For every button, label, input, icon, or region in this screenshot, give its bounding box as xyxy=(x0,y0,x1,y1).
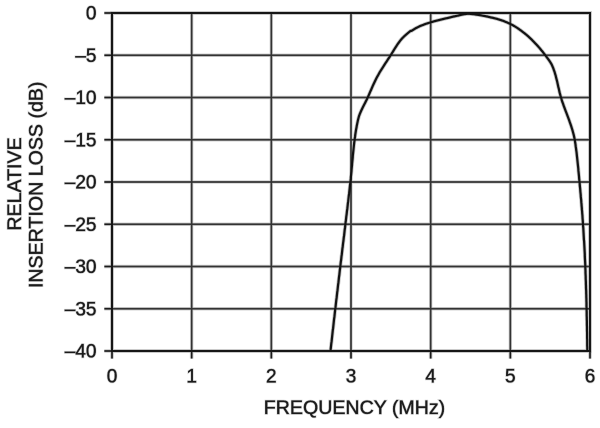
svg-text:INSERTION LOSS (dB): INSERTION LOSS (dB) xyxy=(25,82,47,289)
svg-text:FREQUENCY (MHz): FREQUENCY (MHz) xyxy=(264,397,445,419)
svg-text:–40: –40 xyxy=(65,342,97,363)
svg-text:–35: –35 xyxy=(65,299,97,320)
svg-text:5: 5 xyxy=(505,366,516,387)
svg-text:–5: –5 xyxy=(75,46,96,67)
svg-text:RELATIVE: RELATIVE xyxy=(4,137,26,230)
svg-text:0: 0 xyxy=(107,366,118,387)
svg-text:4: 4 xyxy=(425,366,436,387)
svg-text:6: 6 xyxy=(585,366,596,387)
svg-text:–10: –10 xyxy=(65,88,97,109)
svg-text:–20: –20 xyxy=(65,173,97,194)
svg-text:0: 0 xyxy=(86,4,97,25)
svg-text:–30: –30 xyxy=(65,257,97,278)
svg-text:–25: –25 xyxy=(65,215,97,236)
svg-text:–25: –25 xyxy=(65,215,97,236)
svg-text:–10: –10 xyxy=(65,88,97,109)
svg-text:–40: –40 xyxy=(65,342,97,363)
svg-text:1: 1 xyxy=(186,366,197,387)
svg-text:3: 3 xyxy=(346,366,357,387)
svg-text:6: 6 xyxy=(585,366,596,387)
svg-text:5: 5 xyxy=(505,366,516,387)
svg-text:0: 0 xyxy=(86,4,97,25)
svg-text:–15: –15 xyxy=(65,130,97,151)
svg-text:INSERTION LOSS (dB): INSERTION LOSS (dB) xyxy=(25,82,47,289)
svg-text:4: 4 xyxy=(425,366,436,387)
svg-text:RELATIVE: RELATIVE xyxy=(4,137,26,230)
svg-text:0: 0 xyxy=(107,366,118,387)
svg-text:–20: –20 xyxy=(65,173,97,194)
svg-text:2: 2 xyxy=(266,366,277,387)
svg-text:1: 1 xyxy=(186,366,197,387)
svg-text:FREQUENCY (MHz): FREQUENCY (MHz) xyxy=(264,397,445,419)
svg-text:–35: –35 xyxy=(65,299,97,320)
svg-text:3: 3 xyxy=(346,366,357,387)
svg-text:–15: –15 xyxy=(65,130,97,151)
svg-text:–5: –5 xyxy=(75,46,96,67)
svg-text:2: 2 xyxy=(266,366,277,387)
svg-text:–30: –30 xyxy=(65,257,97,278)
